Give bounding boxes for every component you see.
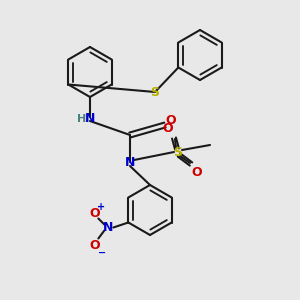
- Text: N: N: [103, 221, 113, 234]
- Text: O: O: [163, 122, 173, 136]
- Text: O: O: [192, 167, 202, 179]
- Text: O: O: [166, 115, 176, 128]
- Text: S: S: [151, 85, 160, 98]
- Text: +: +: [97, 202, 105, 212]
- Text: O: O: [89, 207, 100, 220]
- Text: N: N: [85, 112, 95, 125]
- Text: H: H: [77, 114, 87, 124]
- Text: S: S: [173, 146, 182, 158]
- Text: O: O: [89, 239, 100, 252]
- Text: −: −: [98, 248, 106, 257]
- Text: N: N: [125, 155, 135, 169]
